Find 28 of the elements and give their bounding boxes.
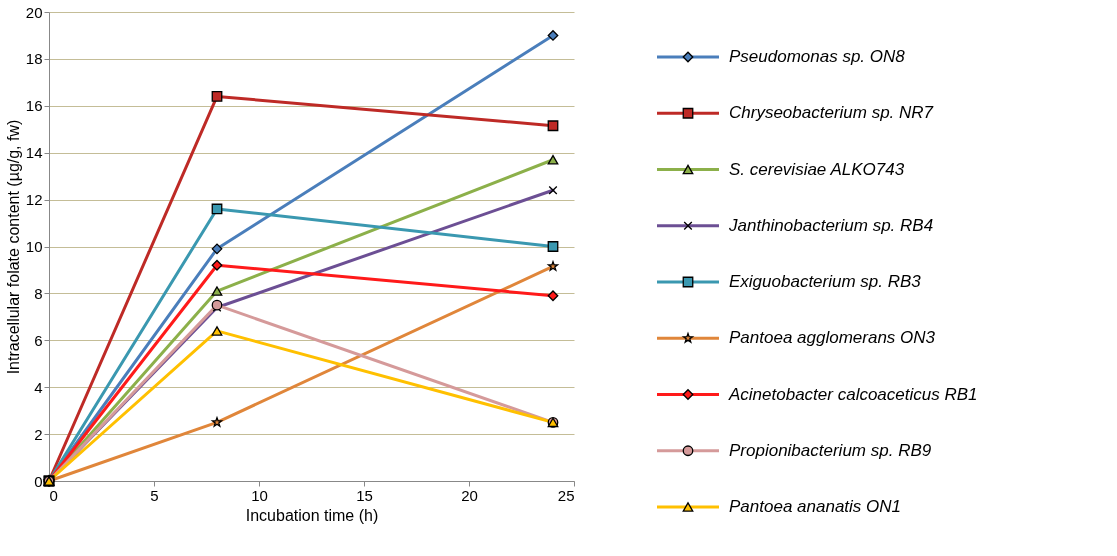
x-tick-label: 0 — [49, 486, 58, 504]
legend-label: Exiguobacterium sp. RB3 — [729, 272, 922, 291]
x-tick-label: 15 — [356, 486, 373, 504]
x-tick-label: 5 — [150, 486, 159, 504]
y-tick-label: 0 — [34, 472, 43, 490]
legend-label: Pseudomonas sp. ON8 — [729, 47, 906, 66]
y-tick-label: 10 — [25, 238, 43, 255]
x-tick-label: 25 — [557, 486, 575, 504]
x-axis-title: Incubation time (h) — [245, 506, 379, 524]
y-tick-label: 16 — [25, 97, 43, 115]
legend-label: Acinetobacter calcoaceticus RB1 — [728, 384, 978, 404]
x-tick-label: 10 — [251, 486, 268, 504]
y-tick-label: 4 — [34, 378, 43, 396]
y-axis-title: Intracellular folate content (µg/g, fw) — [4, 119, 22, 375]
y-tick-label: 6 — [34, 331, 43, 349]
legend-label: Chryseobacterium sp. NR7 — [729, 103, 934, 123]
legend-label: S. cerevisiae ALKO743 — [729, 159, 905, 179]
y-tick-label: 12 — [25, 191, 43, 209]
y-tick-label: 14 — [25, 144, 43, 162]
x-tick-label: 20 — [461, 486, 478, 504]
legend-label: Pantoea ananatis ON1 — [729, 497, 902, 516]
y-tick-label: 8 — [34, 284, 43, 302]
legend-label: Propionibacterium sp. RB9 — [729, 440, 932, 460]
y-tick-label: 20 — [25, 3, 43, 21]
y-tick-label: 2 — [34, 425, 43, 443]
legend-label: Janthinobacterium sp. RB4 — [728, 215, 934, 235]
legend-label: Pantoea agglomerans ON3 — [729, 328, 936, 348]
y-tick-label: 18 — [25, 50, 43, 68]
